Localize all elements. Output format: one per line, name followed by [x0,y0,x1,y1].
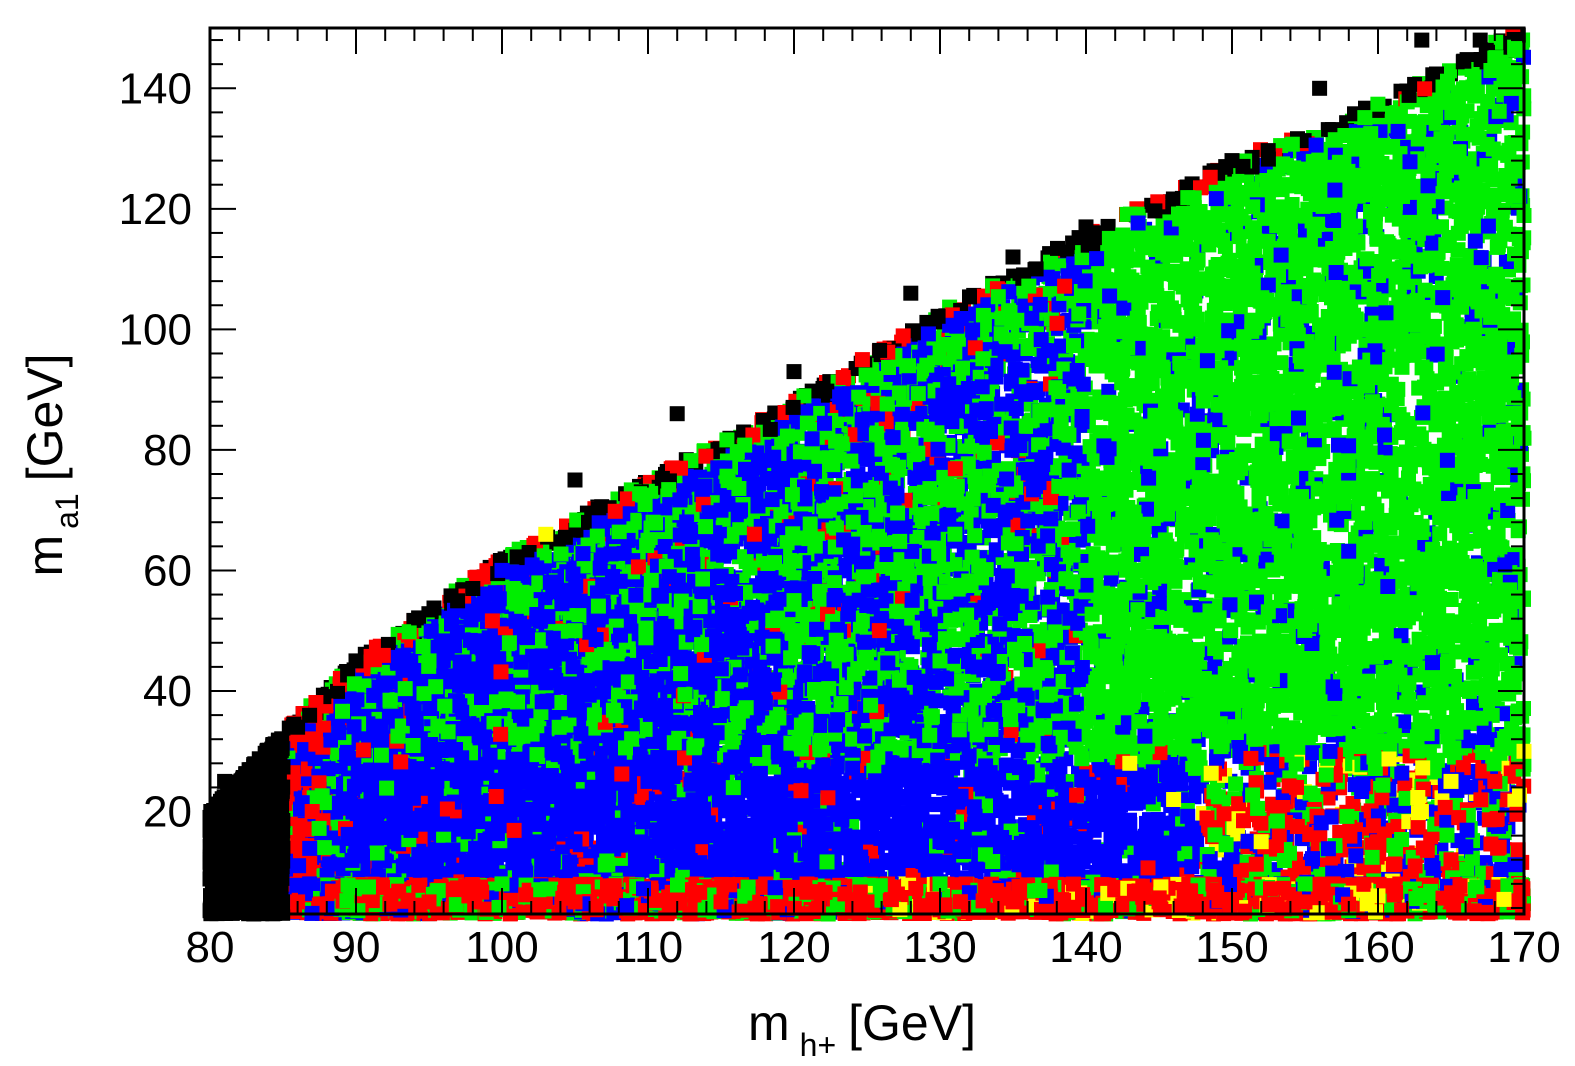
scatter-marks [202,27,1532,922]
data-point [1443,592,1459,607]
